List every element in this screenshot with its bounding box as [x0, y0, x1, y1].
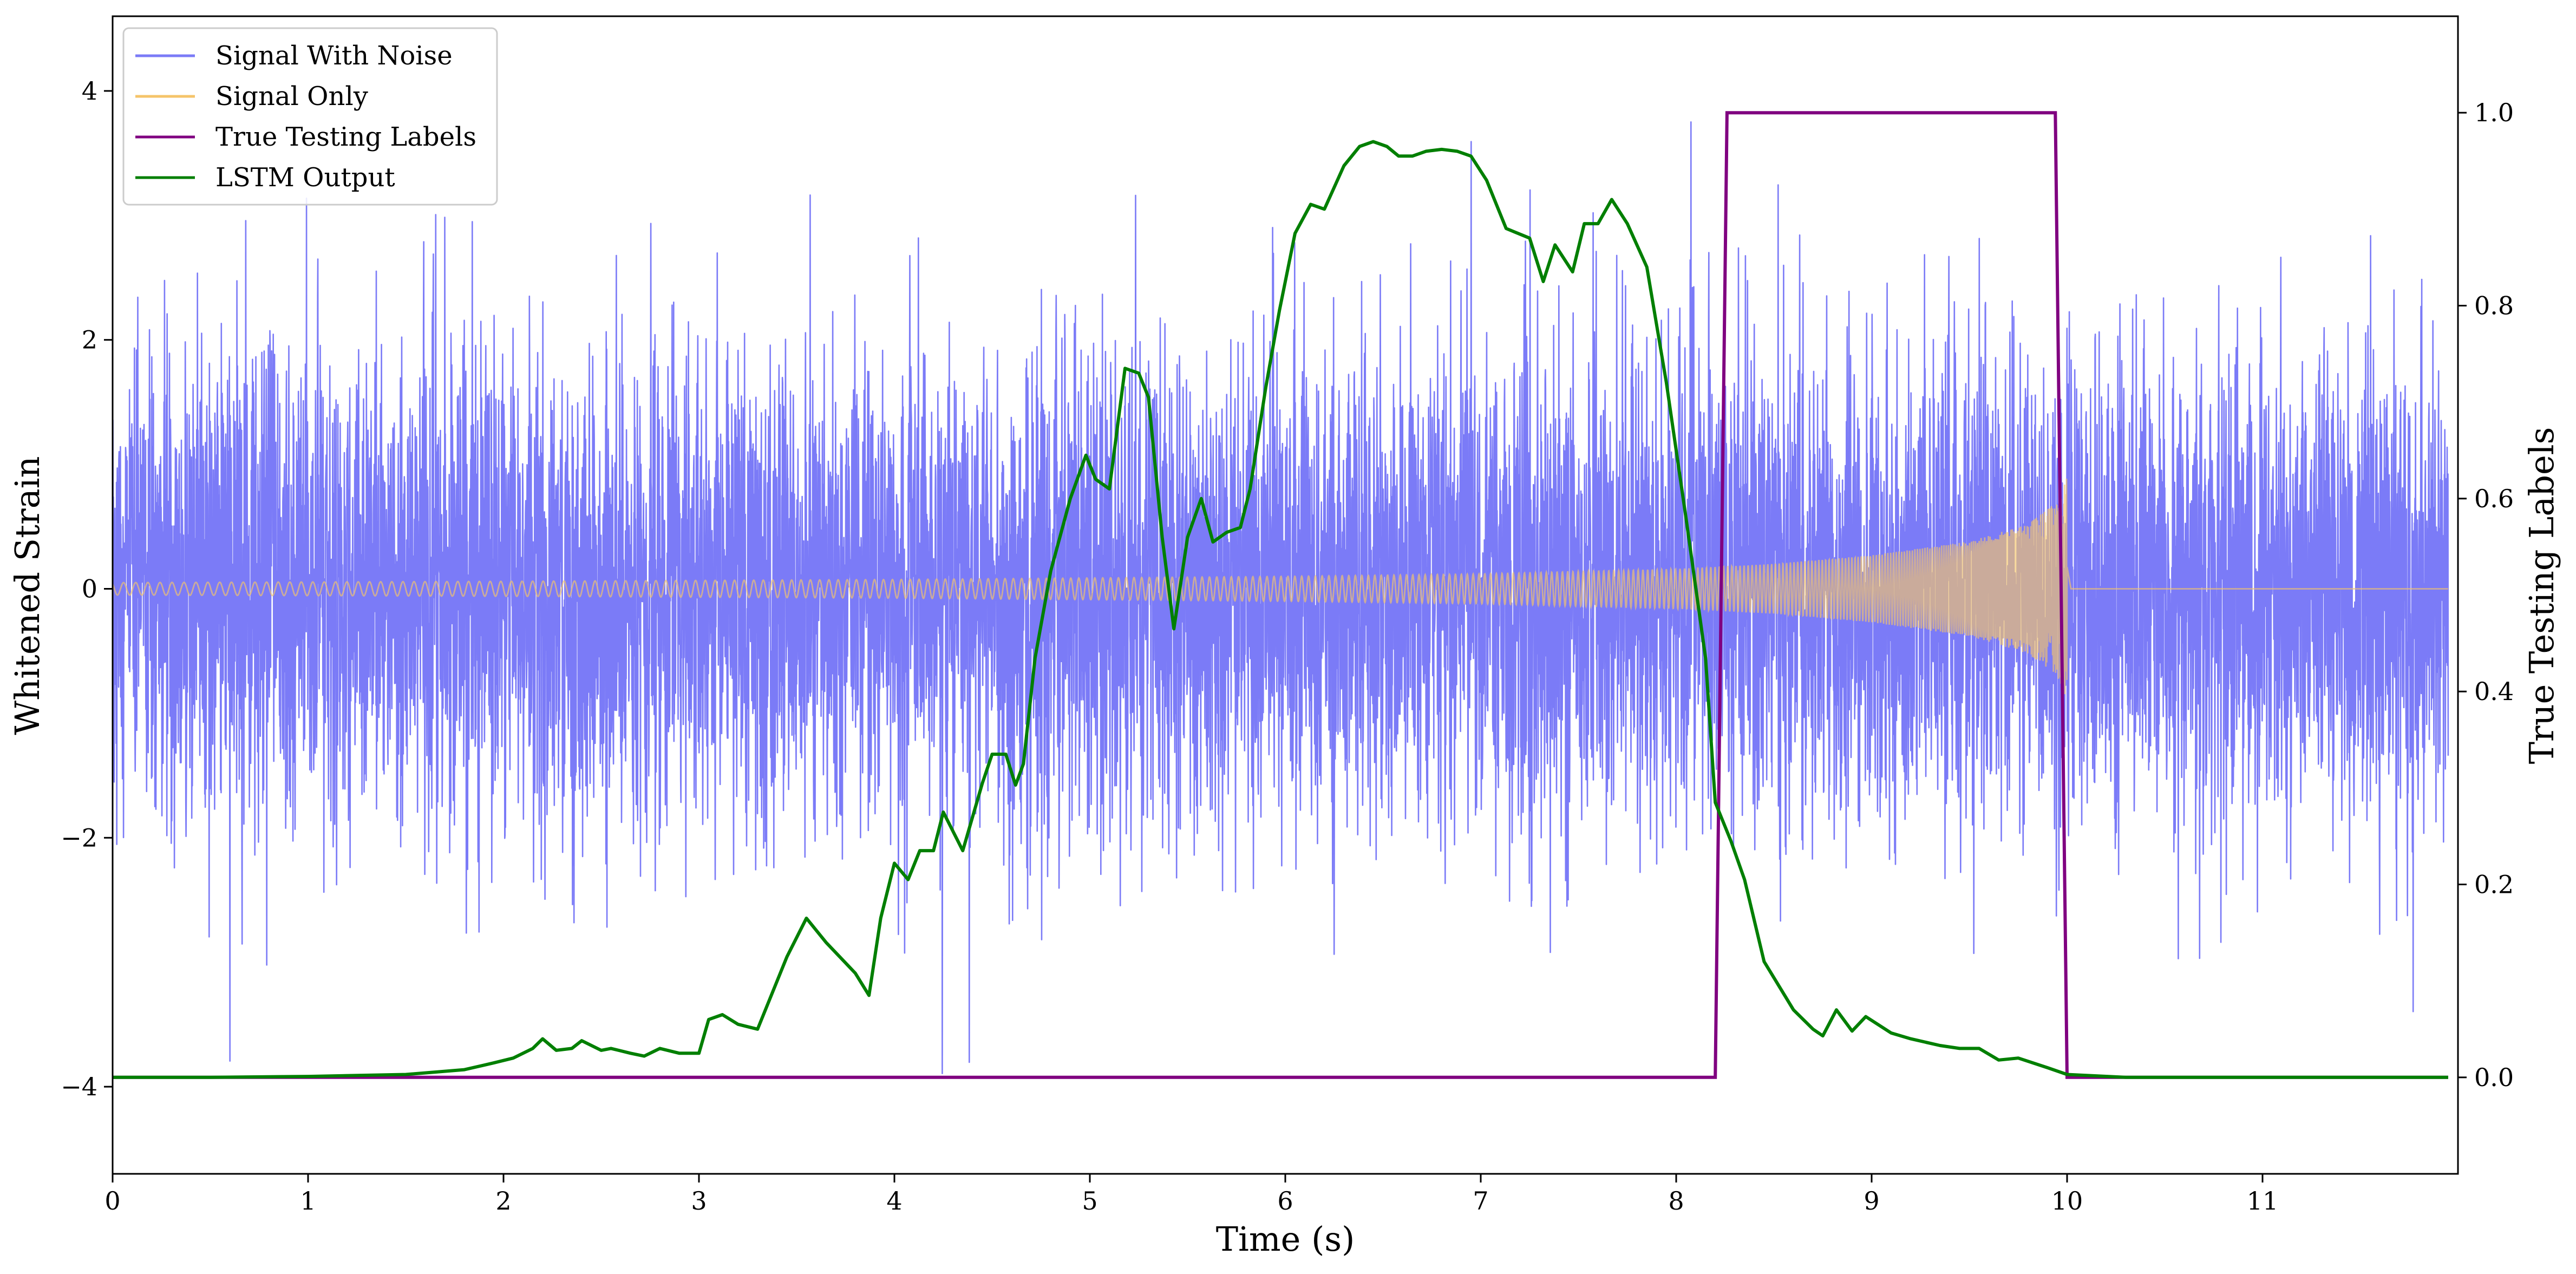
x-tick-label: 2 [495, 1186, 511, 1216]
x-axis-ticks: 0 1 2 3 4 5 6 7 8 9 10 11 [104, 1174, 2278, 1216]
y2-tick-label: 0.8 [2474, 291, 2514, 321]
legend-label-lstm-output: LSTM Output [215, 162, 395, 193]
y-tick-label: −4 [61, 1072, 97, 1101]
x-tick-label: 6 [1277, 1186, 1293, 1216]
y2-axis-ticks: 0.0 0.2 0.4 0.6 0.8 1.0 [2458, 98, 2514, 1092]
y2-axis-label: True Testing Labels [2522, 427, 2561, 765]
signal-only-line [113, 478, 2448, 695]
x-tick-label: 5 [1082, 1186, 1097, 1216]
y-tick-label: 4 [82, 76, 97, 106]
y2-tick-label: 0.6 [2474, 484, 2514, 513]
x-axis-label: Time (s) [1216, 1219, 1355, 1259]
y-tick-label: −2 [61, 823, 97, 852]
y-tick-label: 2 [82, 325, 97, 355]
x-tick-label: 9 [1864, 1186, 1879, 1216]
series-signal-only [113, 478, 2448, 695]
x-tick-label: 8 [1668, 1186, 1684, 1216]
x-tick-label: 11 [2247, 1186, 2279, 1216]
legend-box [122, 27, 498, 206]
y-axis-ticks: −4 −2 0 2 4 [61, 76, 113, 1101]
signal-with-noise-line [113, 121, 2449, 1074]
x-tick-label: 3 [691, 1186, 707, 1216]
y2-tick-label: 1.0 [2474, 98, 2514, 127]
x-tick-label: 0 [104, 1186, 120, 1216]
series-lstm-output [113, 140, 2448, 1079]
legend-label-true-testing-labels: True Testing Labels [215, 122, 476, 152]
x-tick-label: 1 [300, 1186, 316, 1216]
y2-tick-label: 0.4 [2474, 677, 2514, 706]
x-tick-label: 4 [886, 1186, 902, 1216]
series-signal-with-noise [113, 121, 2449, 1074]
lstm-output-line [113, 140, 2448, 1079]
legend-label-signal-with-noise: Signal With Noise [215, 41, 453, 71]
legend-label-signal-only: Signal Only [215, 81, 368, 112]
y2-tick-label: 0.2 [2474, 870, 2514, 899]
x-tick-label: 10 [2051, 1186, 2083, 1216]
y2-tick-label: 0.0 [2474, 1063, 2514, 1092]
x-tick-label: 7 [1473, 1186, 1488, 1216]
y-tick-label: 0 [82, 574, 97, 604]
legend: Signal With Noise Signal Only True Testi… [122, 27, 498, 206]
y-axis-label: Whitened Strain [8, 456, 47, 735]
